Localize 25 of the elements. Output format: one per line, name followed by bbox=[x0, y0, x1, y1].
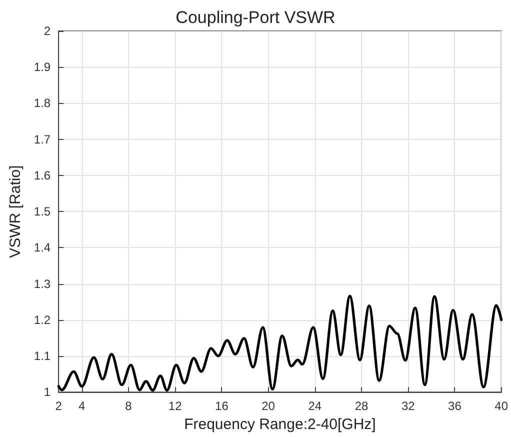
x-tick-label: 28 bbox=[354, 399, 369, 414]
y-tick-label: 1.2 bbox=[34, 312, 51, 327]
y-axis-title: VSWR [Ratio] bbox=[7, 165, 24, 258]
y-tick-label: 1.7 bbox=[34, 132, 51, 146]
x-tick-label: 8 bbox=[125, 399, 132, 414]
x-tick-label: 36 bbox=[448, 399, 462, 414]
x-tick-label: 32 bbox=[401, 399, 416, 414]
x-tick-label: 16 bbox=[215, 399, 229, 414]
y-tick-label: 2 bbox=[44, 24, 51, 38]
y-tick-label: 1.6 bbox=[34, 168, 51, 182]
x-axis-title: Frequency Range:2-40[GHz] bbox=[184, 416, 376, 433]
y-tick-label: 1.8 bbox=[34, 96, 51, 110]
y-tick-label: 1.1 bbox=[34, 348, 51, 363]
y-tick-label: 1.3 bbox=[34, 276, 51, 291]
chart-title: Coupling-Port VSWR bbox=[176, 8, 336, 27]
y-tick-label: 1.4 bbox=[34, 240, 51, 255]
x-tick-label: 12 bbox=[168, 399, 182, 414]
x-tick-label: 4 bbox=[78, 399, 86, 414]
x-tick-label: 20 bbox=[262, 399, 276, 414]
y-tick-label: 1 bbox=[44, 385, 51, 400]
x-tick-label: 24 bbox=[308, 399, 322, 414]
x-tick-label: 40 bbox=[494, 399, 508, 414]
y-tick-label: 1.5 bbox=[34, 204, 51, 219]
y-tick-label: 1.9 bbox=[34, 60, 51, 74]
x-tick-label: 2 bbox=[55, 399, 62, 414]
